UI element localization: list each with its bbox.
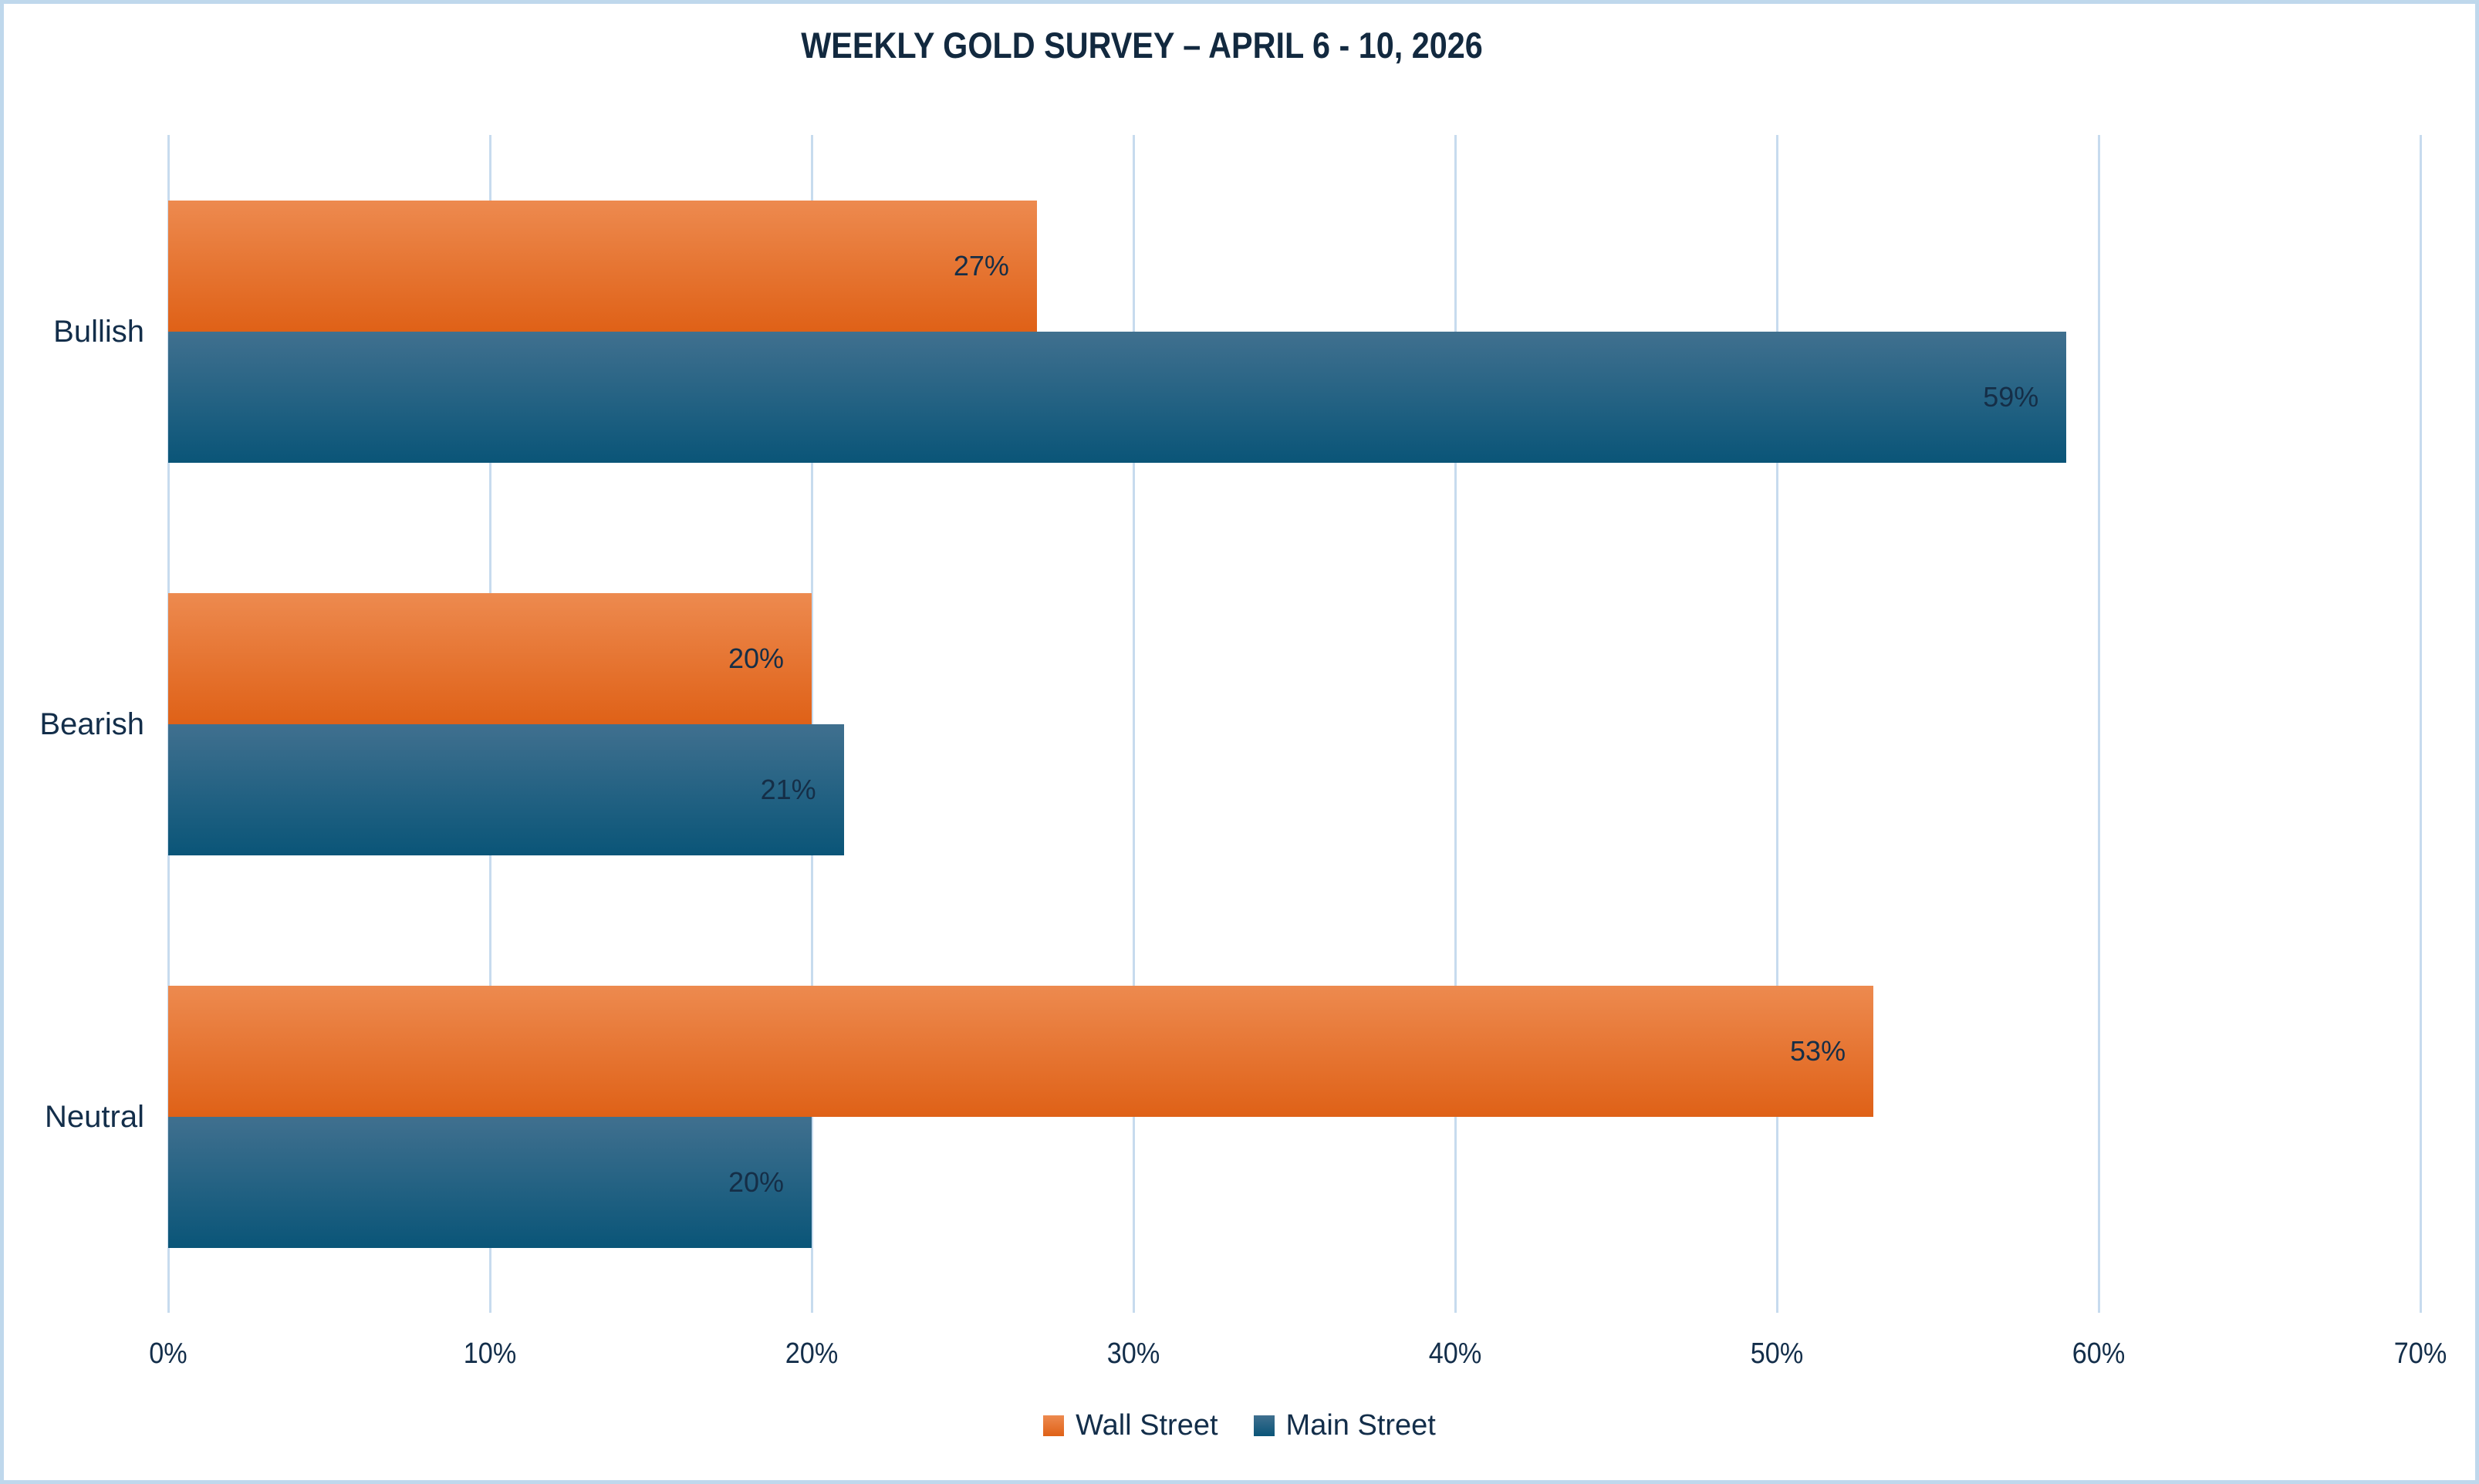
data-label-neutral-wall-street: 53% — [1790, 1034, 1846, 1067]
bar-bearish-wall-street: 20% — [168, 592, 812, 724]
chart-title: WEEKLY GOLD SURVEY – APRIL 6 - 10, 2026 — [801, 25, 1483, 66]
x-tick-10%: 10% — [463, 1337, 517, 1370]
bar-bullish-wall-street: 27% — [168, 200, 1037, 332]
bar-bullish-main-street: 59% — [168, 331, 2067, 463]
legend-swatch-wall-street — [1043, 1415, 1065, 1436]
x-tick-60%: 60% — [2072, 1337, 2126, 1370]
gridline-40% — [1454, 135, 1457, 1313]
legend-swatch-main-street — [1253, 1415, 1275, 1436]
data-label-bullish-wall-street: 27% — [953, 249, 1009, 282]
category-label-bullish: Bullish — [53, 314, 144, 349]
category-label-neutral: Neutral — [45, 1099, 144, 1134]
bar-neutral-main-street: 20% — [168, 1116, 812, 1248]
gridline-70% — [2419, 135, 2422, 1313]
legend-item-wall-street: Wall Street — [1043, 1409, 1218, 1442]
gridline-50% — [1775, 135, 1778, 1313]
data-label-bullish-main-street: 59% — [1983, 380, 2039, 413]
data-label-bearish-main-street: 21% — [760, 773, 816, 805]
x-tick-40%: 40% — [1428, 1337, 1482, 1370]
chart-legend: Wall Street Main Street — [4, 1409, 2475, 1442]
legend-label-main-street: Main Street — [1285, 1409, 1436, 1442]
x-tick-20%: 20% — [785, 1337, 839, 1370]
bar-neutral-wall-street: 53% — [168, 985, 1874, 1117]
x-tick-50%: 50% — [1750, 1337, 1804, 1370]
gridline-60% — [2097, 135, 2100, 1313]
data-label-neutral-main-street: 20% — [728, 1165, 784, 1198]
legend-label-wall-street: Wall Street — [1076, 1409, 1218, 1442]
category-label-bearish: Bearish — [39, 707, 144, 741]
x-tick-70%: 70% — [2393, 1337, 2447, 1370]
data-label-bearish-wall-street: 20% — [728, 642, 784, 674]
x-tick-30%: 30% — [1106, 1337, 1160, 1370]
plot-area: 27% 59% 20% 21% 53% 20% — [167, 135, 2422, 1313]
x-tick-0%: 0% — [149, 1337, 187, 1370]
legend-item-main-street: Main Street — [1253, 1409, 1436, 1442]
bar-bearish-main-street: 21% — [168, 723, 844, 855]
gridline-30% — [1132, 135, 1135, 1313]
